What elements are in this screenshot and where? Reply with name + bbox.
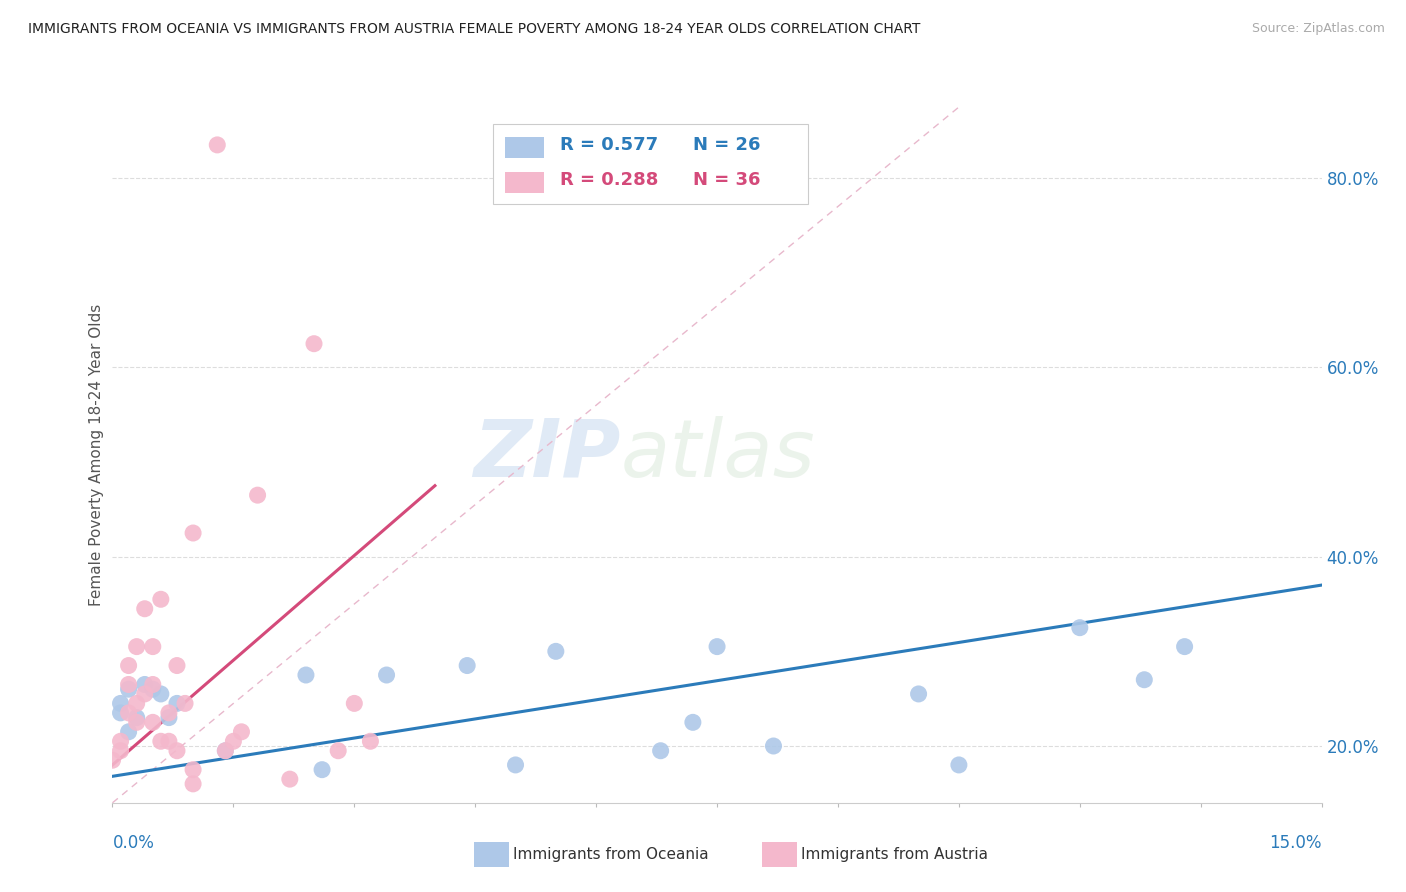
Point bbox=[149, 734, 172, 748]
FancyBboxPatch shape bbox=[494, 124, 807, 204]
Point bbox=[706, 640, 728, 654]
Point bbox=[134, 601, 156, 615]
Point bbox=[222, 734, 245, 748]
Point bbox=[110, 706, 132, 720]
Point bbox=[181, 763, 204, 777]
Point bbox=[142, 715, 165, 730]
Point bbox=[157, 734, 180, 748]
Point bbox=[246, 488, 269, 502]
Point bbox=[650, 744, 672, 758]
Point bbox=[231, 724, 253, 739]
Text: N = 26: N = 26 bbox=[693, 136, 761, 154]
Text: 15.0%: 15.0% bbox=[1270, 834, 1322, 852]
Point bbox=[110, 697, 132, 711]
Point bbox=[375, 668, 398, 682]
Point bbox=[214, 744, 236, 758]
Point bbox=[149, 687, 172, 701]
Point bbox=[125, 640, 148, 654]
Point bbox=[149, 592, 172, 607]
Point bbox=[110, 734, 132, 748]
Text: 0.0%: 0.0% bbox=[112, 834, 155, 852]
Point bbox=[328, 744, 350, 758]
Bar bbox=[506, 137, 544, 158]
Point bbox=[117, 724, 139, 739]
Point bbox=[125, 715, 148, 730]
Point bbox=[117, 682, 139, 697]
Point bbox=[117, 658, 139, 673]
Point bbox=[157, 706, 180, 720]
Point bbox=[544, 644, 567, 658]
Text: R = 0.288: R = 0.288 bbox=[560, 171, 658, 189]
Point bbox=[117, 677, 139, 691]
Point bbox=[142, 677, 165, 691]
Point bbox=[907, 687, 929, 701]
Point bbox=[142, 640, 165, 654]
Point bbox=[101, 753, 124, 767]
Text: N = 36: N = 36 bbox=[693, 171, 761, 189]
Point bbox=[682, 715, 704, 730]
Point bbox=[174, 697, 197, 711]
Text: Source: ZipAtlas.com: Source: ZipAtlas.com bbox=[1251, 22, 1385, 36]
Point bbox=[1133, 673, 1156, 687]
Point bbox=[762, 739, 785, 753]
Point bbox=[505, 758, 527, 772]
Point bbox=[302, 336, 325, 351]
Text: IMMIGRANTS FROM OCEANIA VS IMMIGRANTS FROM AUSTRIA FEMALE POVERTY AMONG 18-24 YE: IMMIGRANTS FROM OCEANIA VS IMMIGRANTS FR… bbox=[28, 22, 921, 37]
Point bbox=[125, 710, 148, 724]
Point bbox=[166, 658, 188, 673]
Point bbox=[1069, 621, 1091, 635]
Text: Immigrants from Austria: Immigrants from Austria bbox=[801, 847, 988, 862]
Point bbox=[117, 706, 139, 720]
Point bbox=[181, 526, 204, 541]
Point bbox=[142, 682, 165, 697]
Text: R = 0.577: R = 0.577 bbox=[560, 136, 658, 154]
Point bbox=[125, 697, 148, 711]
Point bbox=[311, 763, 333, 777]
Text: ZIP: ZIP bbox=[472, 416, 620, 494]
Point bbox=[295, 668, 318, 682]
Point bbox=[157, 710, 180, 724]
Point bbox=[544, 847, 567, 862]
Point bbox=[134, 677, 156, 691]
Point bbox=[214, 744, 236, 758]
Text: Immigrants from Oceania: Immigrants from Oceania bbox=[513, 847, 709, 862]
Point bbox=[207, 137, 229, 152]
Point bbox=[456, 658, 478, 673]
Point bbox=[343, 697, 366, 711]
Point bbox=[359, 734, 381, 748]
Point bbox=[181, 777, 204, 791]
Point bbox=[110, 744, 132, 758]
Bar bbox=[506, 172, 544, 193]
Point bbox=[278, 772, 301, 786]
Point bbox=[166, 697, 188, 711]
Point bbox=[948, 758, 970, 772]
Y-axis label: Female Poverty Among 18-24 Year Olds: Female Poverty Among 18-24 Year Olds bbox=[89, 304, 104, 606]
Text: atlas: atlas bbox=[620, 416, 815, 494]
Point bbox=[134, 687, 156, 701]
Point bbox=[166, 744, 188, 758]
Point bbox=[1174, 640, 1197, 654]
Point bbox=[423, 853, 446, 867]
